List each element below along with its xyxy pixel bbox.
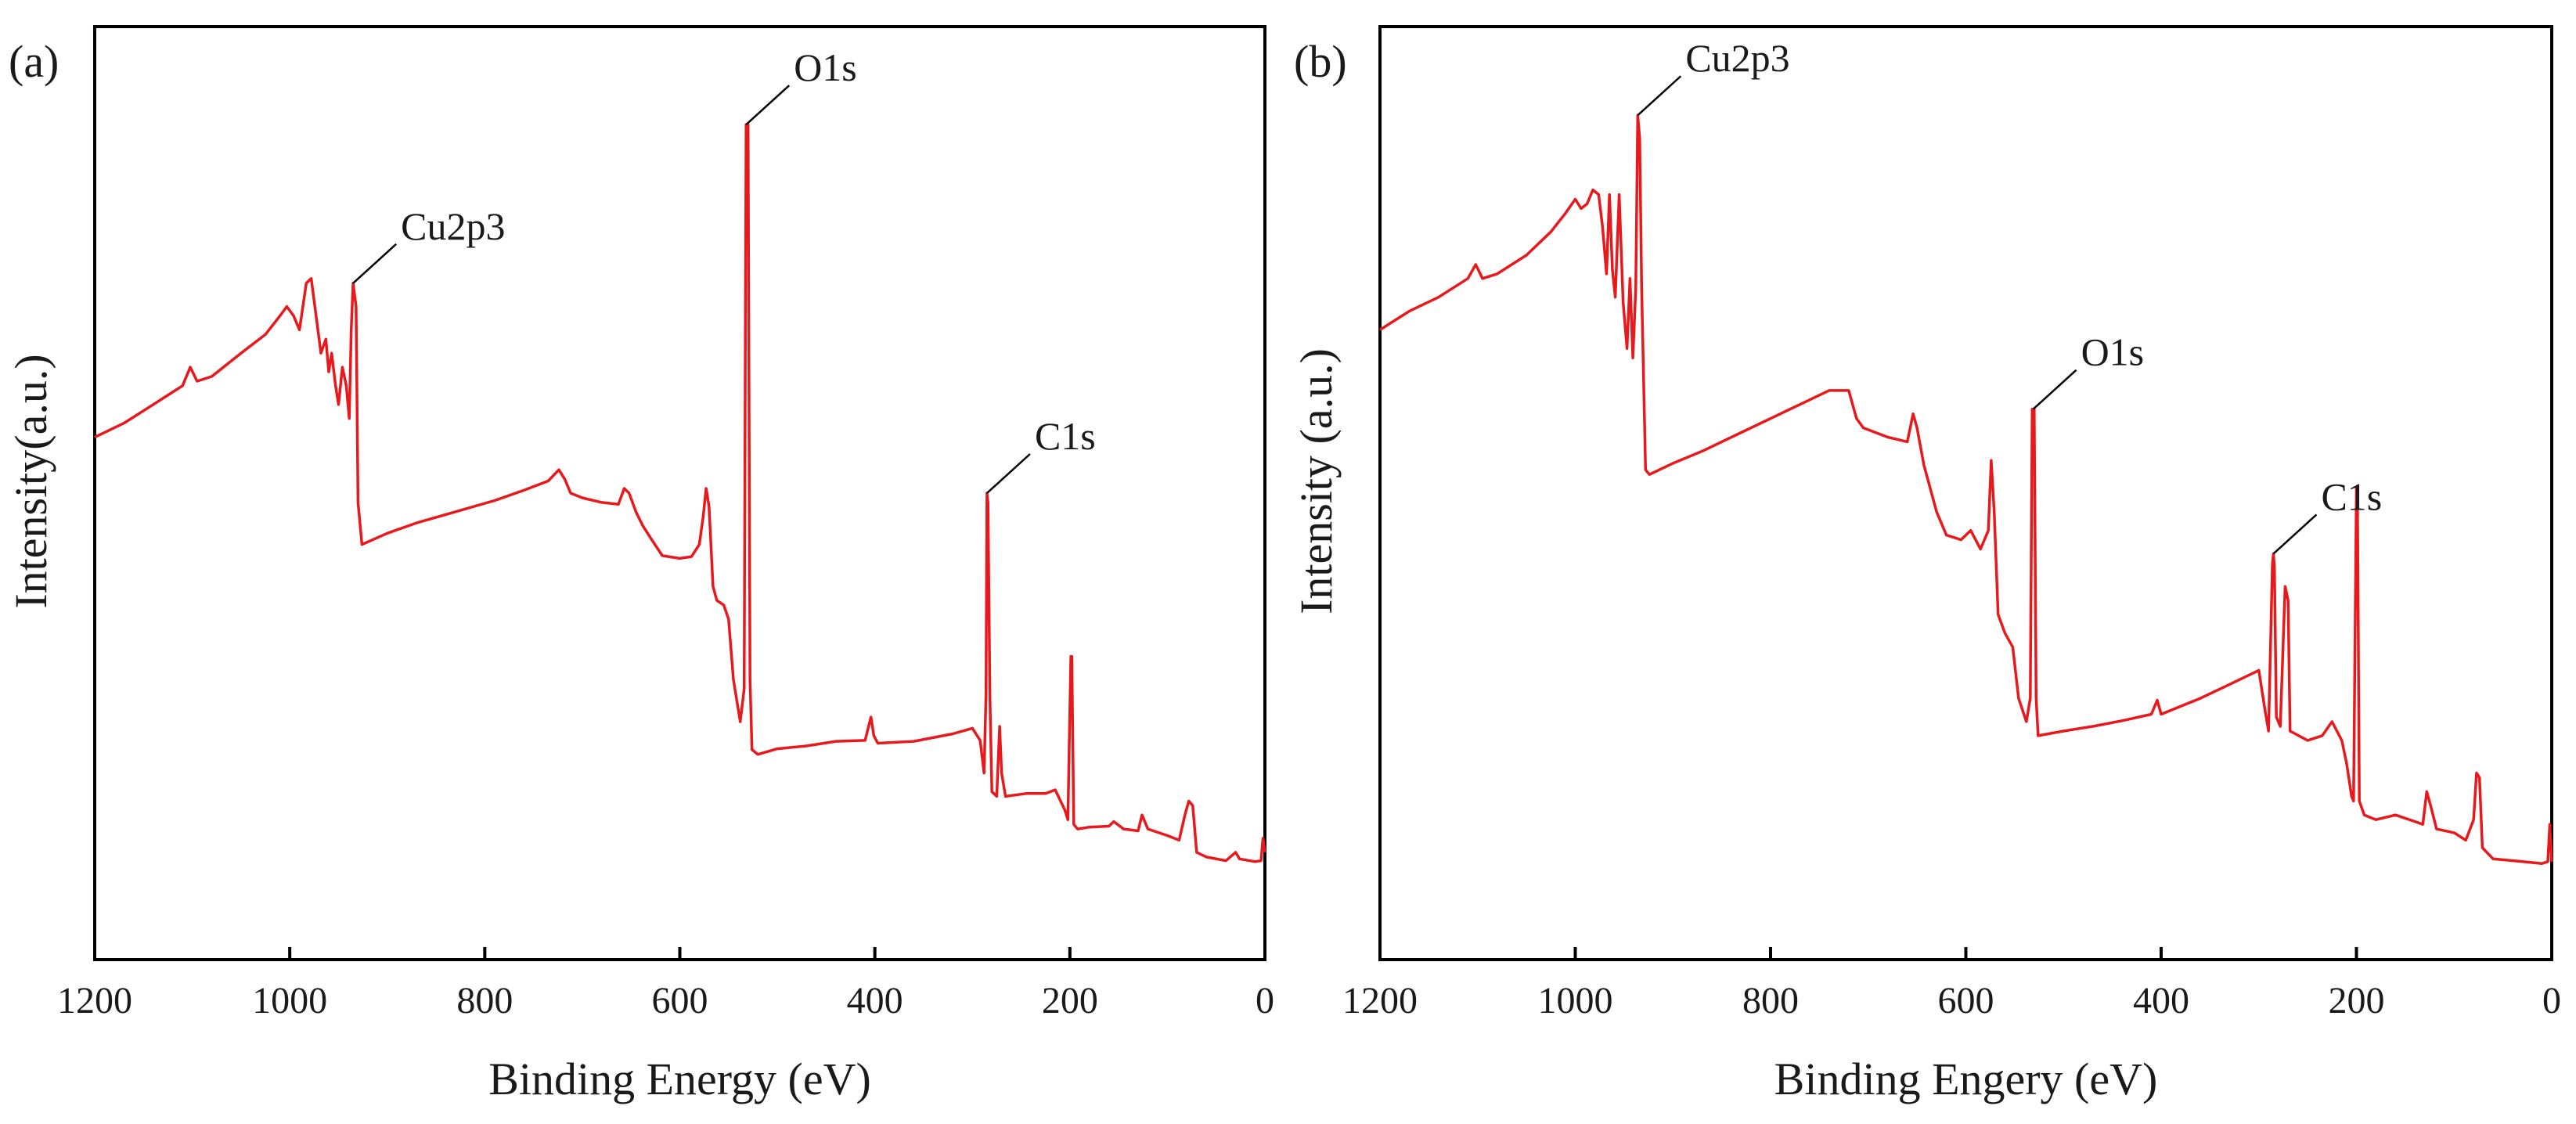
panel-a-spectrum-line <box>94 123 1266 863</box>
panel-a-annotation-leader <box>986 453 1031 494</box>
panel-b-x-tick-label: 400 <box>2133 980 2189 1021</box>
panel-a-x-tick-label: 1200 <box>57 980 132 1021</box>
panel-b-x-tick-label: 0 <box>2542 980 2561 1021</box>
panel-b: 1200 1000 800 600 400 200 0 Binding Engery (eV)… <box>1291 25 2561 1104</box>
panel-a: 1200 1000 800 600 400 200 0 Binding Energy (eV)… <box>5 25 1274 1104</box>
panel-b-annotation-cu2p3: Cu2p3 <box>1685 36 1789 80</box>
panel-a-x-tick-label: 800 <box>456 980 513 1021</box>
panel-a-annotation-leader <box>745 85 791 126</box>
panel-a-x-tick-label: 400 <box>847 980 903 1021</box>
panel-b-annotation-leader <box>2272 513 2318 555</box>
panel-a-x-axis-title: Binding Energy (eV) <box>488 1054 871 1104</box>
panel-a-x-tick-label: 1000 <box>252 980 327 1021</box>
panel-a-y-axis-title: Intensity(a.u.) <box>5 354 56 608</box>
panel-b-annotation-leader <box>1637 75 1682 117</box>
panel-a-x-tick-label: 200 <box>1042 980 1098 1021</box>
panel-a-annotation-cu2p3: Cu2p3 <box>401 204 505 248</box>
panel-a-annotation-c1s: C1s <box>1035 414 1096 458</box>
panel-b-x-tick-label: 200 <box>2329 980 2385 1021</box>
panel-b-y-axis-title: Intensity (a.u.) <box>1291 348 1342 614</box>
panel-b-x-tick-label: 1000 <box>1538 980 1613 1021</box>
panel-a-label: (a) <box>9 36 59 87</box>
panel-a-annotation-o1s: O1s <box>794 45 857 89</box>
panel-b-annotation-leader <box>2032 369 2077 410</box>
panel-b-label: (b) <box>1294 36 1347 87</box>
panel-a-annotation-leader <box>352 243 397 284</box>
panel-a-plot-frame <box>93 25 1266 961</box>
panel-b-spectrum-line <box>1379 113 2553 865</box>
panel-b-annotation-c1s: C1s <box>2321 474 2382 518</box>
panel-b-x-tick-label: 600 <box>1938 980 1994 1021</box>
panel-a-x-tick-label: 600 <box>652 980 708 1021</box>
panel-a-x-tick-label: 0 <box>1256 980 1274 1021</box>
panel-b-x-axis-title: Binding Engery (eV) <box>1774 1054 2158 1104</box>
panel-b-x-tick-label: 1200 <box>1342 980 1418 1021</box>
panel-b-annotation-o1s: O1s <box>2081 330 2145 374</box>
panel-b-x-tick-label: 800 <box>1742 980 1799 1021</box>
